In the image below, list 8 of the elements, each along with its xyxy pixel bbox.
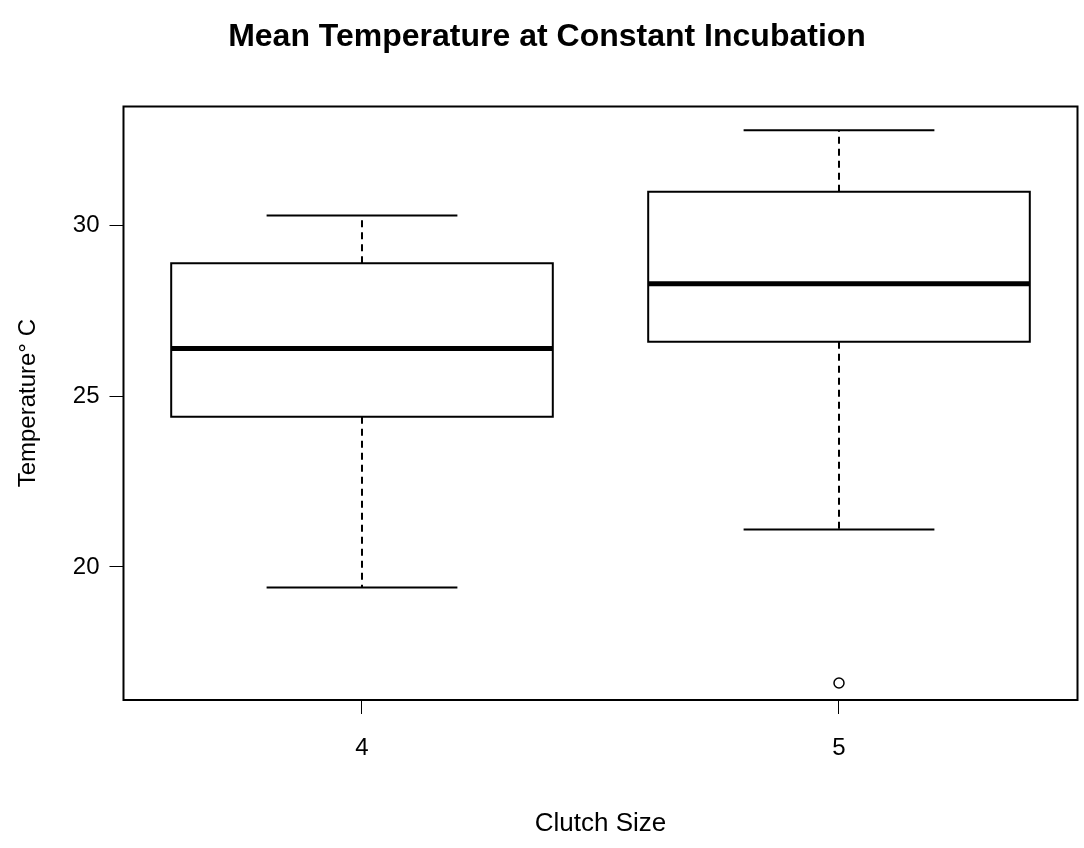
y-tick-label: 30 xyxy=(72,210,100,238)
y-axis-title: Temperature° C xyxy=(13,319,41,488)
x-tick-label: 4 xyxy=(355,733,369,761)
chart-title: Mean Temperature at Constant Incubation xyxy=(228,17,866,54)
y-tick-label: 25 xyxy=(72,381,100,408)
x-tick-label: 5 xyxy=(832,733,846,761)
x-axis-title: Clutch Size xyxy=(534,806,667,837)
y-tick-label: 20 xyxy=(72,551,100,579)
